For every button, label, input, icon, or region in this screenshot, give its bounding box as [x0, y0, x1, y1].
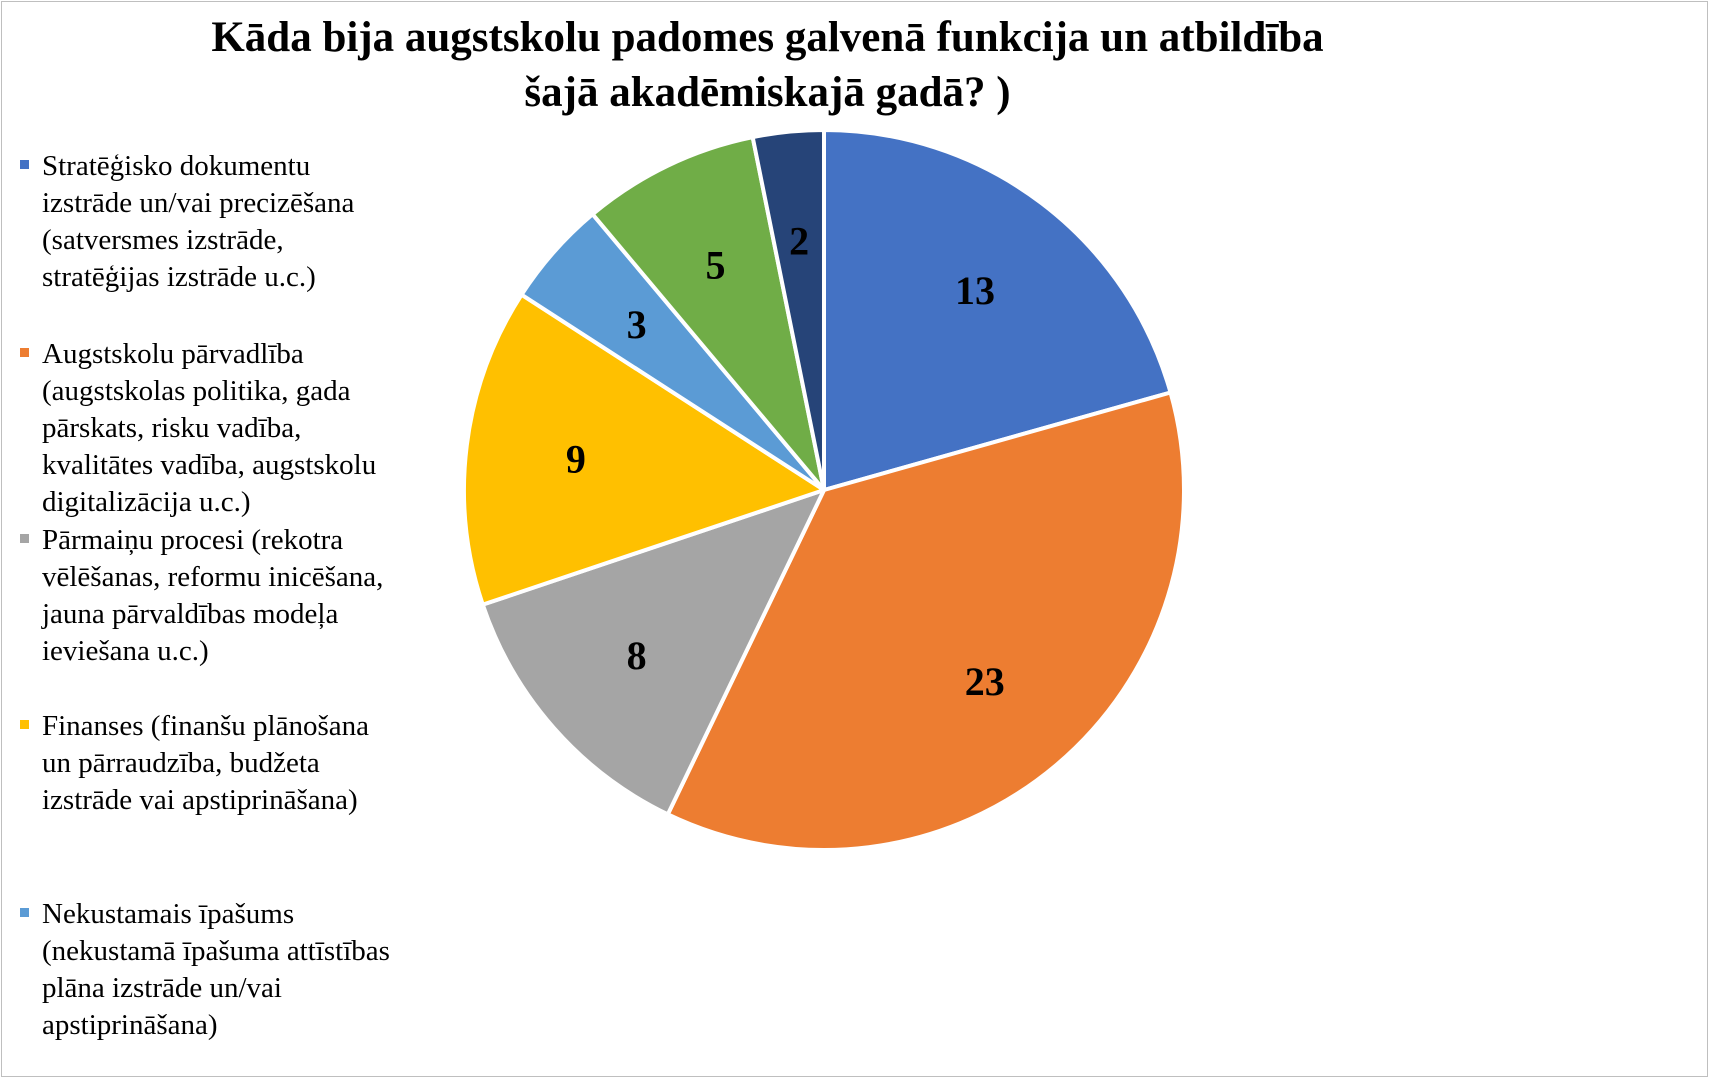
legend-label-line: Nekustamais īpašums — [42, 898, 295, 930]
legend-label-line: plāna izstrāde un/vai — [42, 972, 282, 1004]
legend-label-2: Augstskolu pārvadlība (augstskolas politi… — [42, 336, 460, 521]
data-label-4: 9 — [566, 436, 586, 481]
legend-label-line: stratēģijas izstrāde u.c.) — [42, 261, 316, 293]
legend-label-line: (nekustamā īpašuma attīstības — [42, 935, 390, 967]
legend-label-line: izstrāde vai apstiprināšana) — [42, 784, 358, 816]
legend-label-line: Augstskolu pārvadlība — [42, 338, 304, 370]
chart-title-line-1: Kāda bija augstskolu padomes galvenā fun… — [211, 14, 1324, 61]
legend-marker-1 — [20, 160, 29, 169]
legend-label-line: digitalizācija u.c.) — [42, 486, 251, 518]
legend-label-line: apstiprināšana) — [42, 1009, 218, 1041]
chart-title-line-2: šajā akadēmiskajā gadā? ) — [524, 69, 1011, 116]
legend-label-3: Pārmaiņu procesi (rekotra vēlēšanas, refo… — [42, 522, 460, 670]
legend-marker-4 — [20, 720, 29, 729]
pie-slice-2 — [665, 390, 1186, 852]
data-label-7: 2 — [789, 219, 809, 264]
pie-slice-1 — [822, 128, 1173, 492]
legend-label-line: pārskats, risku vadība, — [42, 412, 302, 444]
legend-marker-2 — [20, 348, 29, 357]
pie-slice-4 — [462, 292, 826, 607]
data-label-5: 3 — [627, 302, 647, 347]
legend-label-line: Pārmaiņu procesi (rekotra — [42, 524, 344, 556]
legend-label-4: Finanses (finanšu plānošana un pārraudzīb… — [42, 708, 460, 819]
legend-label-line: vēlēšanas, reformu inicēšana, — [42, 561, 384, 593]
chart-title: Kāda bija augstskolu padomes galvenā fun… — [0, 10, 1535, 120]
legend-label-line: izstrāde un/vai precizēšana — [42, 187, 355, 219]
legend-label-line: kvalitātes vadība, augstskolu — [42, 449, 377, 481]
legend-label-line: ieviešana u.c.) — [42, 635, 209, 667]
data-label-3: 8 — [627, 633, 647, 678]
data-label-1: 13 — [955, 268, 995, 313]
legend-marker-3 — [20, 534, 29, 543]
legend-label-line: (satversmes izstrāde, — [42, 224, 284, 256]
legend-label-line: Stratēģisko dokumentu — [42, 150, 311, 182]
legend-label-1: Stratēģisko dokumentu izstrāde un/vai pre… — [42, 148, 460, 296]
legend-label-5: Nekustamais īpašums (nekustamā īpašuma at… — [42, 896, 460, 1044]
pie-slice-6 — [590, 135, 826, 492]
data-label-6: 5 — [706, 242, 726, 287]
legend-label-line: (augstskolas politika, gada — [42, 375, 351, 407]
pie-slice-3 — [480, 488, 826, 817]
legend-label-line: jauna pārvaldības modeļa — [42, 598, 339, 630]
data-label-2: 23 — [965, 659, 1005, 704]
legend-label-line: un pārraudzība, budžeta — [42, 747, 320, 779]
legend-marker-5 — [20, 908, 29, 917]
pie-slice-7 — [750, 128, 826, 492]
legend-label-line: Finanses (finanšu plānošana — [42, 710, 369, 742]
